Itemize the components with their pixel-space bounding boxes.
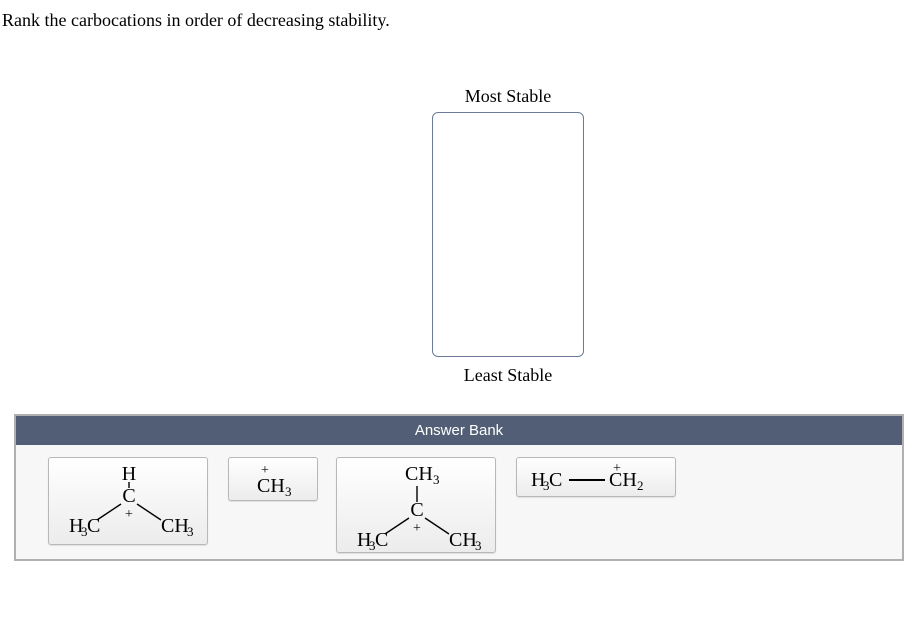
answer-bank-body: H C + H 3 C CH 3 + CH 3 (16, 445, 902, 559)
most-stable-label: Most Stable (432, 86, 584, 107)
structure-primary-icon: H 3 C + CH 2 (517, 458, 677, 498)
svg-text:3: 3 (433, 472, 440, 487)
svg-text:CH: CH (449, 529, 477, 551)
tile-primary-carbocation[interactable]: H 3 C + CH 2 (516, 457, 676, 497)
svg-text:3: 3 (187, 524, 194, 539)
svg-text:3: 3 (285, 484, 292, 499)
tile-methyl-cation[interactable]: + CH 3 (228, 457, 318, 501)
svg-text:C: C (375, 529, 388, 551)
structure-secondary-icon: H C + H 3 C CH 3 (49, 458, 209, 546)
svg-text:C: C (410, 499, 423, 521)
answer-bank: Answer Bank H C + H 3 C CH 3 + (14, 414, 904, 561)
svg-text:H: H (122, 463, 136, 485)
svg-text:CH: CH (161, 515, 189, 537)
svg-text:CH: CH (609, 469, 637, 491)
svg-text:CH: CH (257, 475, 285, 497)
svg-text:2: 2 (637, 478, 644, 493)
question-prompt: Rank the carbocations in order of decrea… (2, 10, 390, 31)
structure-tertiary-icon: CH 3 C + H 3 C CH 3 (337, 458, 497, 554)
ranking-drop-zone[interactable] (432, 112, 584, 357)
svg-text:+: + (125, 507, 133, 522)
structure-methyl-icon: + CH 3 (229, 458, 319, 502)
svg-text:C: C (122, 485, 135, 507)
svg-text:C: C (87, 515, 100, 537)
svg-text:CH: CH (405, 463, 433, 485)
svg-text:3: 3 (475, 538, 482, 553)
answer-bank-header: Answer Bank (16, 416, 902, 445)
tile-tertiary-carbocation[interactable]: CH 3 C + H 3 C CH 3 (336, 457, 496, 553)
svg-text:C: C (549, 469, 562, 491)
tile-secondary-carbocation[interactable]: H C + H 3 C CH 3 (48, 457, 208, 545)
svg-text:+: + (413, 521, 421, 536)
least-stable-label: Least Stable (432, 365, 584, 386)
